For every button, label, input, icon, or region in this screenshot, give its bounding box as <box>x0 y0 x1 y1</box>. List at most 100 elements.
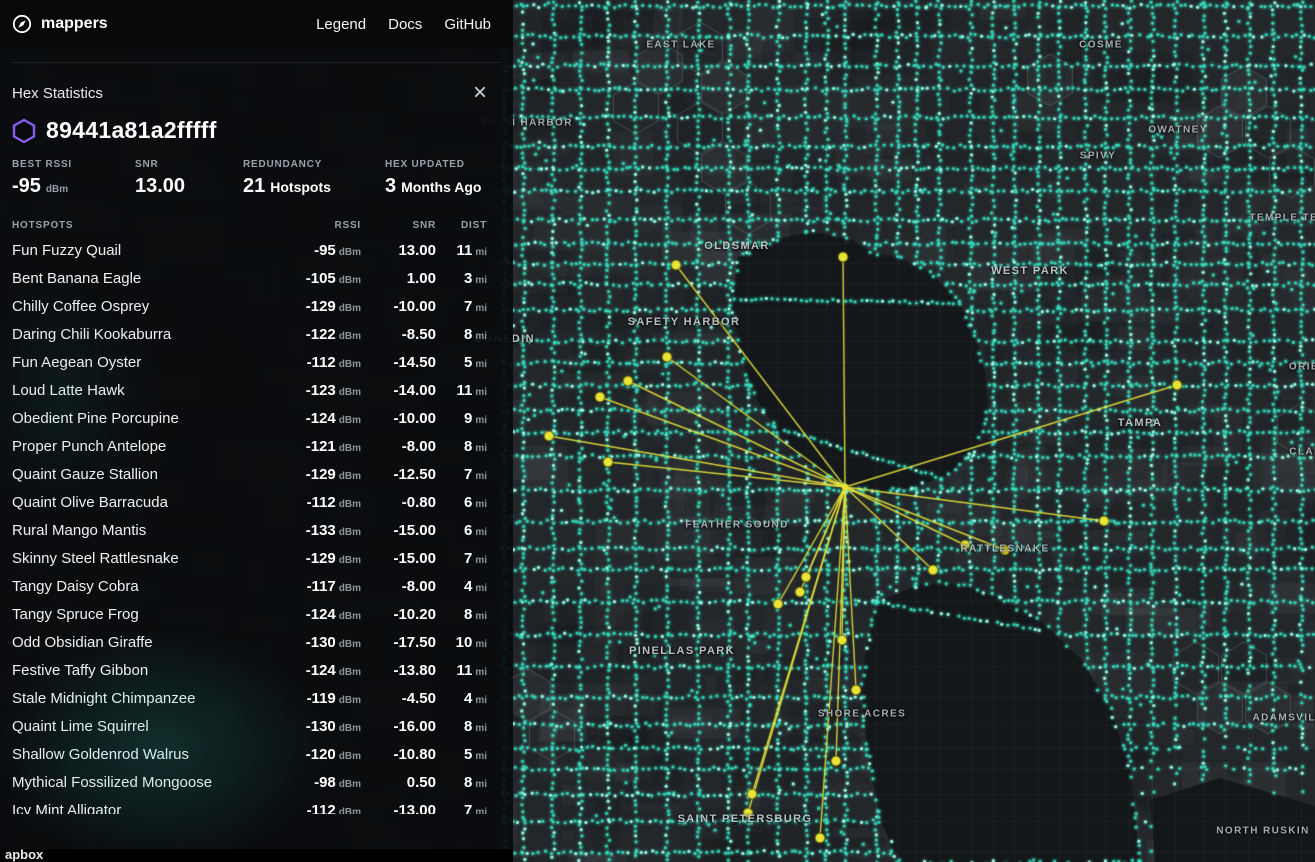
table-row[interactable]: Odd Obsidian Giraffe -130 dBm -17.50 10 mi <box>12 628 487 656</box>
snr-value: -13.80 <box>393 661 436 679</box>
table-row[interactable]: Tangy Spruce Frog -124 dBm -10.20 8 mi <box>12 600 487 628</box>
rssi-unit: dBm <box>338 638 361 650</box>
rssi-unit: dBm <box>338 246 361 258</box>
table-row[interactable]: Fun Aegean Oyster -112 dBm -14.50 5 mi <box>12 348 487 376</box>
close-icon[interactable]: × <box>472 79 487 106</box>
hex-id: 89441a81a2fffff <box>46 117 217 143</box>
table-row[interactable]: Proper Punch Antelope -121 dBm -8.00 8 mi <box>12 432 487 460</box>
table-header: HOTSPOTS RSSI SNR DIST <box>12 220 487 231</box>
hotspot-name: Tangy Spruce Frog <box>12 605 139 623</box>
dist-cell: 7 mi <box>436 550 487 567</box>
dist-value: 10 <box>455 633 473 651</box>
rssi-cell: -112 dBm <box>286 802 361 815</box>
dist-cell: 5 mi <box>436 354 487 371</box>
dist-value: 8 <box>463 437 473 455</box>
table-row[interactable]: Shallow Goldenrod Walrus -120 dBm -10.80 5 mi <box>12 740 487 768</box>
hex-statistics-panel: mappers Legend Docs GitHub Hex Statistics … <box>0 0 513 862</box>
hotspot-name: Skinny Steel Rattlesnake <box>12 549 179 567</box>
table-row[interactable]: Bent Banana Eagle -105 dBm 1.00 3 mi <box>12 264 487 292</box>
table-row[interactable]: Tangy Daisy Cobra -117 dBm -8.00 4 mi <box>12 572 487 600</box>
rssi-value: -105 <box>305 269 336 287</box>
dist-unit: mi <box>475 246 487 258</box>
snr-value: -14.00 <box>393 381 436 399</box>
hotspot-name: Tangy Daisy Cobra <box>12 577 139 595</box>
rssi-unit: dBm <box>338 386 361 398</box>
dist-unit: mi <box>475 638 487 650</box>
dist-unit: mi <box>475 722 487 734</box>
dist-unit: mi <box>475 442 487 454</box>
rssi-cell: -112 dBm <box>286 354 361 371</box>
table-row[interactable]: Quaint Olive Barracuda -112 dBm -0.80 6 mi <box>12 488 487 516</box>
stat-value: -95 dBm <box>12 175 135 198</box>
snr-cell: -13.80 <box>361 662 436 679</box>
dist-cell: 8 mi <box>436 774 487 791</box>
stat-number: -95 <box>12 175 41 197</box>
snr-value: -10.20 <box>393 605 436 623</box>
rssi-unit: dBm <box>338 722 361 734</box>
table-row[interactable]: Stale Midnight Chimpanzee -119 dBm -4.50 4 mi <box>12 684 487 712</box>
hotspot-name: Stale Midnight Chimpanzee <box>12 689 196 707</box>
table-row[interactable]: Icy Mint Alligator -112 dBm -13.00 7 mi <box>12 796 487 815</box>
table-row[interactable]: Obedient Pine Porcupine -124 dBm -10.00 9 mi <box>12 404 487 432</box>
rssi-unit: dBm <box>338 694 361 706</box>
table-row[interactable]: Chilly Coffee Osprey -129 dBm -10.00 7 mi <box>12 292 487 320</box>
nav-github[interactable]: GitHub <box>444 15 491 33</box>
snr-cell: -17.50 <box>361 634 436 651</box>
column-rssi: RSSI <box>334 220 361 231</box>
table-row[interactable]: Mythical Fossilized Mongoose -98 dBm 0.50 8 m… <box>12 768 487 796</box>
brand[interactable]: mappers <box>12 14 108 34</box>
table-row[interactable]: Quaint Gauze Stallion -129 dBm -12.50 7 mi <box>12 460 487 488</box>
rssi-cell: -130 dBm <box>286 718 361 735</box>
hotspot-name: Chilly Coffee Osprey <box>12 297 150 315</box>
table-row[interactable]: Daring Chili Kookaburra -122 dBm -8.50 8 mi <box>12 320 487 348</box>
snr-cell: -14.50 <box>361 354 436 371</box>
rssi-unit: dBm <box>338 470 361 482</box>
table-row[interactable]: Rural Mango Mantis -133 dBm -15.00 6 mi <box>12 516 487 544</box>
rssi-cell: -124 dBm <box>286 606 361 623</box>
rssi-cell: -95 dBm <box>286 242 361 259</box>
rssi-unit: dBm <box>338 330 361 342</box>
rssi-unit: dBm <box>338 806 361 815</box>
nav-docs[interactable]: Docs <box>388 15 423 33</box>
table-row[interactable]: Skinny Steel Rattlesnake -129 dBm -15.00 7 mi <box>12 544 487 572</box>
dist-cell: 8 mi <box>436 326 487 343</box>
snr-value: -12.50 <box>393 465 436 483</box>
rssi-cell: -129 dBm <box>286 550 361 567</box>
rssi-value: -123 <box>305 381 336 399</box>
rssi-unit: dBm <box>338 302 361 314</box>
stat-unit: dBm <box>45 184 69 195</box>
rssi-unit: dBm <box>338 582 361 594</box>
dist-unit: mi <box>475 498 487 510</box>
snr-cell: -10.20 <box>361 606 436 623</box>
brand-name: mappers <box>41 15 108 32</box>
dist-value: 6 <box>463 493 473 511</box>
hotspot-name: Bent Banana Eagle <box>12 269 142 287</box>
snr-cell: -10.00 <box>361 410 436 427</box>
dist-value: 8 <box>463 325 473 343</box>
rssi-unit: dBm <box>338 442 361 454</box>
table-row[interactable]: Loud Latte Hawk -123 dBm -14.00 11 mi <box>12 376 487 404</box>
snr-cell: -16.00 <box>361 718 436 735</box>
mappers-logo-icon <box>12 14 32 34</box>
hotspot-name: Icy Mint Alligator <box>12 801 122 815</box>
snr-cell: -8.00 <box>361 578 436 595</box>
dist-value: 7 <box>463 297 473 315</box>
rssi-unit: dBm <box>338 274 361 286</box>
dist-value: 11 <box>456 241 473 259</box>
table-row[interactable]: Festive Taffy Gibbon -124 dBm -13.80 11 mi <box>12 656 487 684</box>
dist-value: 6 <box>463 521 473 539</box>
dist-cell: 6 mi <box>436 522 487 539</box>
dist-unit: mi <box>475 806 487 815</box>
dist-value: 7 <box>463 465 473 483</box>
dist-unit: mi <box>475 330 487 342</box>
dist-unit: mi <box>475 274 487 286</box>
snr-value: -17.50 <box>393 633 436 651</box>
snr-cell: -13.00 <box>361 802 436 815</box>
table-row[interactable]: Fun Fuzzy Quail -95 dBm 13.00 11 mi <box>12 236 487 264</box>
dist-cell: 11 mi <box>436 242 487 259</box>
mapbox-attribution: apbox <box>5 847 44 862</box>
rssi-cell: -117 dBm <box>286 578 361 595</box>
table-row[interactable]: Quaint Lime Squirrel -130 dBm -16.00 8 mi <box>12 712 487 740</box>
panel-content: Hex Statistics × 89441a81a2fffff BEST RS… <box>0 63 513 862</box>
nav-legend[interactable]: Legend <box>316 15 367 33</box>
